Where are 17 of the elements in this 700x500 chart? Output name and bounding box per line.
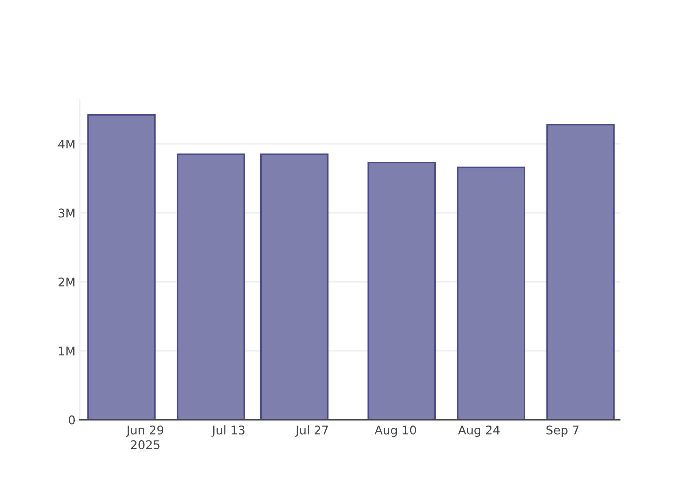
- x-tick-label: Jul 13: [212, 426, 245, 438]
- bar: [546, 124, 615, 420]
- x-tick-label: Jun 29 2025: [126, 426, 164, 450]
- bar: [457, 166, 526, 420]
- y-tick-label: 4M: [58, 140, 75, 149]
- bar: [368, 162, 436, 420]
- bar: [260, 154, 329, 420]
- bar: [177, 154, 246, 420]
- x-tick-label: Aug 24: [458, 426, 500, 438]
- y-tick-label: 3M: [58, 208, 75, 218]
- y-tick-label: 1M: [59, 346, 75, 356]
- y-tick-label: 0: [69, 416, 76, 425]
- y-tick-label: 2M: [58, 278, 75, 287]
- x-tick-label: Sep 7: [546, 426, 579, 438]
- x-tick-label: Jul 27: [295, 426, 328, 438]
- bar: [88, 114, 156, 420]
- x-tick-label: Aug 10: [374, 426, 416, 438]
